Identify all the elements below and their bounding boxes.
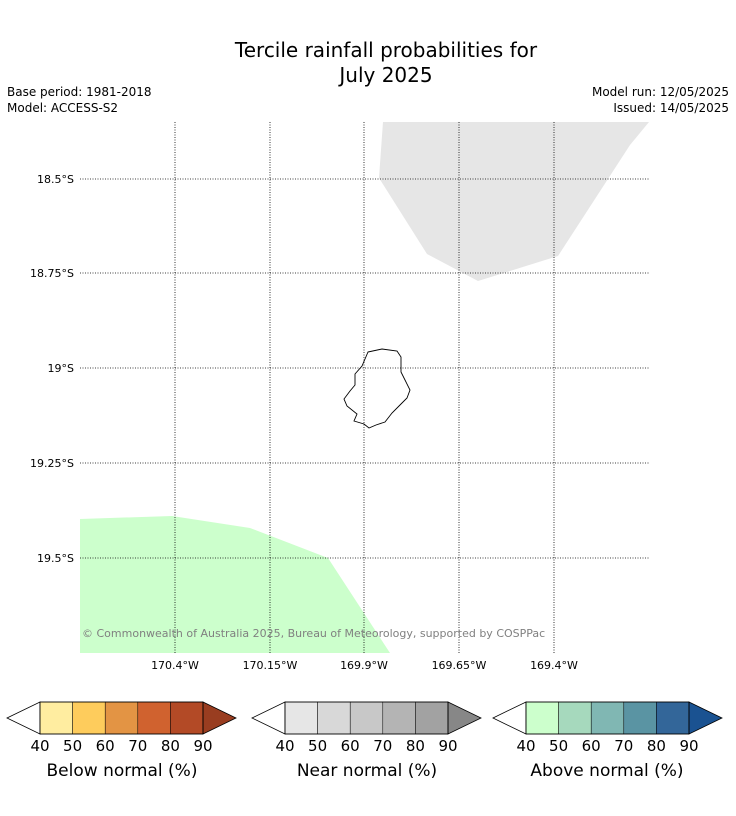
legend-below-tick: 90 bbox=[193, 737, 212, 755]
legend-below-max-arrow bbox=[202, 701, 237, 735]
issued-date: Issued: 14/05/2025 bbox=[613, 101, 729, 115]
title-line-1: Tercile rainfall probabilities for bbox=[234, 38, 538, 62]
legend-near-label: Near normal (%) bbox=[296, 761, 438, 781]
legend-near-swatch-4 bbox=[382, 701, 416, 735]
lon-gridlines bbox=[174, 122, 555, 653]
legend-near-swatch-3 bbox=[349, 701, 384, 735]
legend-above-max-arrow bbox=[688, 701, 723, 735]
legend-below-swatch-2 bbox=[72, 701, 106, 735]
legend-above-min-arrow bbox=[492, 701, 527, 735]
lon-label-4: 169.65°W bbox=[432, 659, 487, 672]
title-line-2: July 2025 bbox=[339, 63, 433, 87]
model-run: Model run: 12/05/2025 bbox=[591, 85, 729, 99]
lat-label-2: 18.75°S bbox=[30, 267, 74, 280]
legend-above-swatch-5 bbox=[656, 701, 690, 735]
legend-below-swatch-1 bbox=[39, 701, 73, 735]
legend-near-tick: 90 bbox=[438, 737, 457, 755]
legend-above-label: Above normal (%) bbox=[530, 761, 684, 781]
near-normal-region bbox=[379, 122, 649, 281]
legend-below-swatch-4 bbox=[137, 701, 171, 735]
legend-above: 40 50 60 70 80 90 bbox=[492, 701, 723, 755]
lon-label-3: 169.9°W bbox=[340, 659, 388, 672]
legend-above-swatch-1 bbox=[525, 701, 559, 735]
legend-below-outline bbox=[39, 701, 204, 735]
legend-below-min-arrow bbox=[6, 701, 41, 735]
island-outline bbox=[343, 348, 411, 429]
legend-above-tick: 40 bbox=[516, 737, 535, 755]
lat-label-3: 19°S bbox=[48, 362, 74, 375]
lat-label-1: 18.5°S bbox=[37, 173, 74, 186]
meta-right: Model run: 12/05/2025 Issued: 14/05/2025 bbox=[592, 84, 729, 116]
legend-near-swatch-1 bbox=[284, 701, 318, 735]
legend-above-tick: 80 bbox=[647, 737, 666, 755]
legend-near: 40 50 60 70 80 90 bbox=[251, 701, 482, 755]
model-name: Model: ACCESS-S2 bbox=[7, 101, 119, 115]
legend-near-min-arrow bbox=[251, 701, 286, 735]
legend-above-outline bbox=[525, 701, 690, 735]
legend-near-tick: 80 bbox=[406, 737, 425, 755]
legend-above-tick: 90 bbox=[679, 737, 698, 755]
legends: 40 50 60 70 80 90 40 50 60 70 80 90 40 50 60 70 80 90 bbox=[6, 701, 723, 755]
lon-label-2: 170.15°W bbox=[243, 659, 298, 672]
legend-near-swatch-2 bbox=[317, 701, 351, 735]
lat-label-4: 19.25°S bbox=[30, 457, 74, 470]
legend-near-tick: 70 bbox=[373, 737, 392, 755]
legend-below-label: Below normal (%) bbox=[46, 761, 198, 781]
legend-below-tick: 40 bbox=[30, 737, 49, 755]
legend-near-max-arrow bbox=[447, 701, 482, 735]
legend-near-outline bbox=[284, 701, 449, 735]
legend-above-swatch-4 bbox=[623, 701, 657, 735]
legend-above-swatch-3 bbox=[590, 701, 625, 735]
legend-near-swatch-5 bbox=[415, 701, 449, 735]
copyright-notice: © Commonwealth of Australia 2025, Bureau… bbox=[82, 627, 545, 640]
lon-label-1: 170.4°W bbox=[151, 659, 199, 672]
base-period: Base period: 1981-2018 bbox=[7, 85, 152, 99]
legend-above-swatch-2 bbox=[558, 701, 592, 735]
lat-label-5: 19.5°S bbox=[37, 552, 74, 565]
legend-above-tick: 60 bbox=[582, 737, 601, 755]
legend-near-tick: 40 bbox=[275, 737, 294, 755]
legend-below-tick: 80 bbox=[161, 737, 180, 755]
legend-below-tick: 60 bbox=[96, 737, 115, 755]
legend-below-swatch-3 bbox=[104, 701, 139, 735]
above-normal-region bbox=[80, 516, 390, 653]
legend-below: 40 50 60 70 80 90 bbox=[6, 701, 237, 755]
legend-near-tick: 50 bbox=[308, 737, 327, 755]
legend-below-tick: 70 bbox=[128, 737, 147, 755]
legend-below-tick: 50 bbox=[63, 737, 82, 755]
legend-near-tick: 60 bbox=[341, 737, 360, 755]
legend-below-swatch-5 bbox=[170, 701, 204, 735]
legend-above-tick: 50 bbox=[549, 737, 568, 755]
lon-label-5: 169.4°W bbox=[530, 659, 578, 672]
meta-left: Base period: 1981-2018 Model: ACCESS-S2 bbox=[7, 84, 152, 116]
legend-above-tick: 70 bbox=[614, 737, 633, 755]
map-title: Tercile rainfall probabilities for July … bbox=[0, 38, 736, 88]
